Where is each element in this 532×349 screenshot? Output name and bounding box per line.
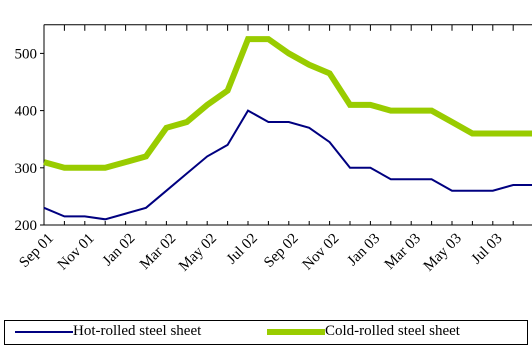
chart-legend: Hot-rolled steel sheet Cold-rolled steel…	[4, 320, 528, 345]
x-tick-label: Nov 01	[55, 231, 98, 274]
legend-swatch-hot-rolled	[15, 330, 73, 333]
x-tick-label: Nov 02	[300, 231, 343, 274]
chart-axes	[40, 24, 532, 226]
legend-item-hot-rolled: Hot-rolled steel sheet	[15, 323, 201, 340]
x-tick-label: Jan 03	[345, 231, 384, 270]
series-line-hot-rolled	[43, 109, 532, 221]
x-tick-label: Jul 03	[469, 231, 506, 268]
x-tick-label: Mar 03	[382, 231, 424, 273]
x-tick-label: Sep 02	[261, 231, 301, 271]
x-tick-label: May 03	[421, 231, 465, 275]
legend-label-hot-rolled: Hot-rolled steel sheet	[73, 323, 202, 339]
y-tick-label: 300	[15, 161, 38, 177]
legend-label-cold-rolled: Cold-rolled steel sheet	[325, 323, 460, 339]
x-tick-label: Jan 02	[100, 231, 139, 270]
y-tick-label: 500	[15, 46, 38, 62]
x-tick-label: May 02	[176, 231, 220, 275]
legend-swatch-cold-rolled	[267, 328, 325, 335]
x-tick-label: Jul 02	[224, 231, 261, 268]
x-tick-label: Sep 01	[16, 231, 56, 271]
y-tick-label: 200	[15, 218, 38, 234]
legend-item-cold-rolled: Cold-rolled steel sheet	[267, 323, 460, 340]
series-line-cold-rolled	[43, 36, 532, 171]
y-tick-label: 400	[15, 104, 38, 120]
x-tick-label: Mar 02	[137, 231, 179, 273]
chart-series	[43, 36, 532, 221]
